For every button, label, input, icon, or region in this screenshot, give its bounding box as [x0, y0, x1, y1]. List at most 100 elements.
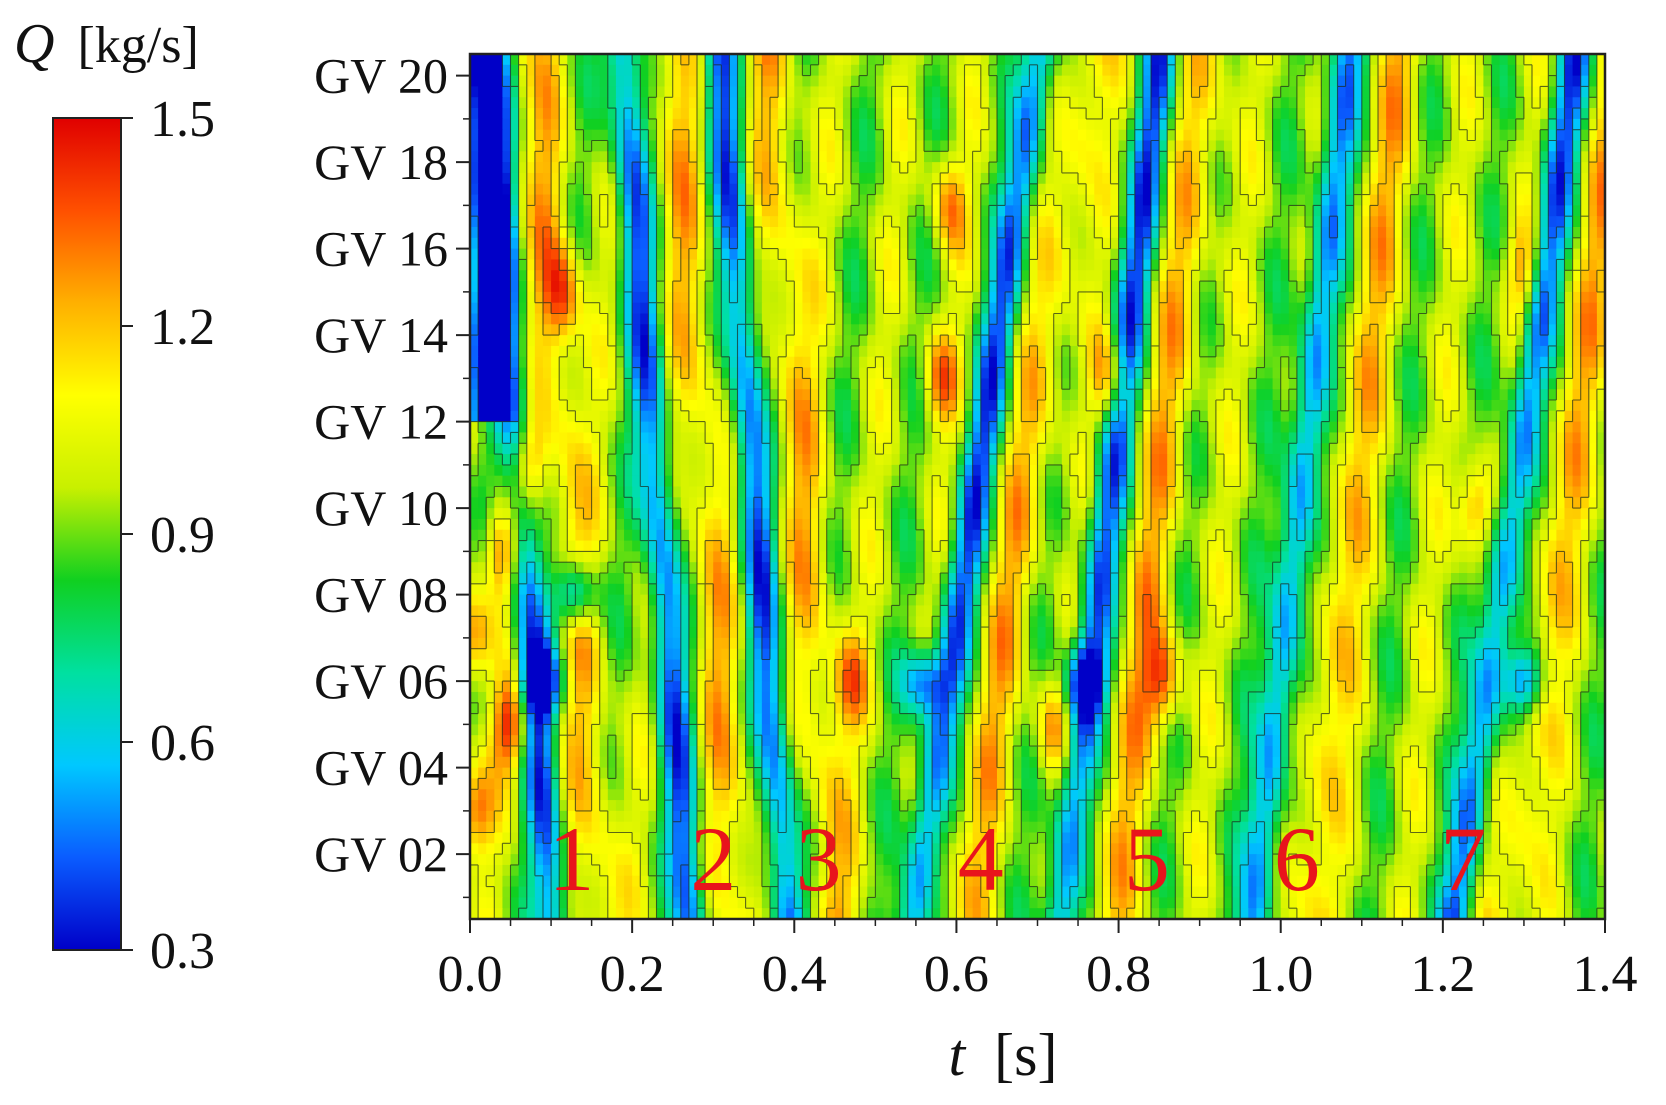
heatmap-cell — [924, 237, 933, 250]
heatmap-cell — [842, 151, 852, 163]
heatmap-cell — [705, 129, 714, 142]
heatmap-cell — [1175, 86, 1185, 98]
heatmap-cell — [1596, 118, 1605, 131]
heatmap-cell — [470, 335, 479, 347]
heatmap-cell — [778, 205, 787, 217]
heatmap-cell — [680, 248, 690, 261]
heatmap-cell — [567, 389, 576, 401]
heatmap-cell — [745, 345, 755, 358]
heatmap-cell — [1232, 205, 1241, 217]
heatmap-cell — [964, 389, 974, 401]
heatmap-cell — [996, 259, 1006, 271]
heatmap-cell — [470, 172, 479, 185]
heatmap-cell — [1418, 205, 1428, 217]
heatmap-cell — [1353, 313, 1363, 325]
heatmap-cell — [1394, 281, 1403, 293]
heatmap-cell — [567, 400, 576, 412]
heatmap-cell — [1532, 205, 1541, 217]
heatmap-cell — [1232, 281, 1241, 293]
heatmap-cell — [1296, 356, 1306, 369]
heatmap-cell — [737, 302, 747, 315]
heatmap-cell — [1191, 389, 1201, 401]
heatmap-cell — [964, 227, 974, 239]
heatmap-cell — [1369, 281, 1379, 293]
heatmap-cell — [1094, 356, 1103, 369]
heatmap-cell — [1532, 162, 1541, 174]
heatmap-cell — [1337, 162, 1347, 174]
heatmap-cell — [648, 270, 658, 282]
heatmap-cell — [932, 302, 941, 315]
heatmap-cell — [567, 97, 576, 109]
heatmap-cell — [1483, 54, 1493, 66]
heatmap-cell — [486, 345, 495, 358]
heatmap-cell — [802, 421, 812, 434]
heatmap-cell — [1078, 400, 1087, 412]
heatmap-cell — [656, 54, 666, 66]
heatmap-cell — [526, 151, 536, 163]
heatmap-cell — [1102, 291, 1112, 304]
heatmap-cell — [1499, 248, 1509, 261]
heatmap-cell — [1596, 378, 1605, 390]
heatmap-cell — [891, 421, 901, 434]
heatmap-cell — [494, 313, 504, 325]
heatmap-cell — [542, 302, 552, 315]
heatmap-cell — [615, 389, 625, 401]
heatmap-cell — [607, 172, 617, 185]
heatmap-cell — [769, 151, 779, 163]
heatmap-cell — [1353, 205, 1363, 217]
heatmap-cell — [842, 345, 852, 358]
heatmap-cell — [972, 432, 982, 444]
heatmap-cell — [1475, 345, 1484, 358]
heatmap-cell — [640, 432, 649, 444]
heatmap-cell — [972, 259, 982, 271]
heatmap-cell — [1378, 324, 1387, 336]
heatmap-cell — [1005, 64, 1014, 77]
heatmap-cell — [470, 75, 479, 88]
heatmap-cell — [721, 345, 731, 358]
heatmap-cell — [1142, 421, 1152, 434]
heatmap-cell — [1248, 378, 1257, 390]
heatmap-cell — [1005, 248, 1014, 261]
heatmap-cell — [1223, 291, 1233, 304]
heatmap-cell — [1248, 421, 1257, 434]
heatmap-cell — [1499, 237, 1509, 250]
heatmap-cell — [851, 194, 860, 206]
heatmap-cell — [1021, 367, 1030, 379]
heatmap-cell — [851, 151, 860, 163]
heatmap-cell — [713, 172, 722, 185]
heatmap-cell — [1118, 270, 1128, 282]
heatmap-cell — [924, 216, 933, 228]
heatmap-cell — [1507, 356, 1517, 369]
heatmap-cell — [1264, 248, 1274, 261]
heatmap-cell — [1402, 227, 1412, 239]
heatmap-cell — [875, 291, 885, 304]
heatmap-cell — [948, 183, 958, 196]
heatmap-cell — [705, 281, 714, 293]
heatmap-cell — [940, 162, 949, 174]
heatmap-cell — [1337, 291, 1347, 304]
heatmap-cell — [518, 194, 528, 206]
heatmap-cell — [1240, 324, 1249, 336]
heatmap-cell — [1353, 335, 1363, 347]
heatmap-cell — [1126, 259, 1136, 271]
heatmap-cell — [1069, 129, 1079, 142]
heatmap-cell — [1580, 291, 1590, 304]
heatmap-cell — [1110, 129, 1120, 142]
heatmap-cell — [1223, 356, 1233, 369]
heatmap-cell — [567, 291, 576, 304]
heatmap-cell — [599, 389, 609, 401]
heatmap-cell — [842, 64, 852, 77]
heatmap-cell — [907, 367, 917, 379]
heatmap-cell — [1272, 75, 1282, 88]
heatmap-cell — [1523, 345, 1533, 358]
heatmap-cell — [1232, 335, 1241, 347]
heatmap-cell — [567, 183, 576, 196]
heatmap-cell — [656, 129, 666, 142]
heatmap-cell — [672, 75, 682, 88]
heatmap-cell — [1078, 335, 1087, 347]
heatmap-cell — [697, 183, 706, 196]
heatmap-cell — [899, 345, 909, 358]
heatmap-cell — [932, 194, 941, 206]
heatmap-cell — [518, 324, 528, 336]
heatmap-cell — [721, 410, 731, 423]
